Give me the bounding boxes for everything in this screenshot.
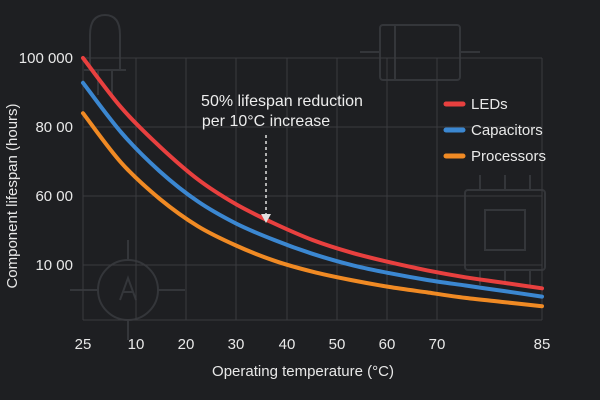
x-tick-label: 40 [279, 336, 296, 353]
annotation-arrow-head [261, 214, 271, 223]
x-tick-label: 25 [75, 336, 92, 353]
ammeter-outline-icon [70, 240, 185, 340]
x-tick-label: 30 [228, 336, 245, 353]
y-axis-title: Component lifespan (hours) [4, 103, 21, 288]
x-tick-label: 20 [178, 336, 195, 353]
x-tick-label: 70 [429, 336, 446, 353]
annotation-line-1: 50% lifespan reduction [201, 93, 363, 110]
legend-label-leds: LEDs [471, 96, 508, 113]
y-tick-label: 100 000 [19, 50, 73, 67]
capacitor-outline-icon [360, 24, 480, 81]
y-tick-label: 60 00 [35, 188, 73, 205]
legend: LEDs Capacitors Processors [443, 96, 546, 165]
legend-label-processors: Processors [471, 148, 546, 165]
series-lines [81, 56, 544, 309]
series-line-processors [81, 111, 544, 309]
series-line-capacitors [81, 80, 544, 299]
chip-outline-icon [464, 175, 546, 285]
axes: 25 10 20 30 40 50 60 70 85 100 000 80 00 60 00 10 00… [4, 50, 550, 380]
x-tick-label: 10 [128, 336, 145, 353]
annotation-line-2: per 10°C increase [202, 113, 330, 130]
background-decoration [70, 13, 546, 340]
y-tick-label: 10 00 [35, 257, 73, 274]
x-tick-label: 50 [329, 336, 346, 353]
led-outline-icon [84, 13, 126, 95]
x-tick-label: 85 [534, 336, 551, 353]
annotation: 50% lifespan reduction per 10°C increase [201, 93, 363, 223]
x-tick-label: 60 [379, 336, 396, 353]
x-axis-title: Operating temperature (°C) [212, 363, 394, 380]
series-line-leds [81, 56, 544, 291]
y-tick-label: 80 00 [35, 119, 73, 136]
legend-label-capacitors: Capacitors [471, 122, 543, 139]
